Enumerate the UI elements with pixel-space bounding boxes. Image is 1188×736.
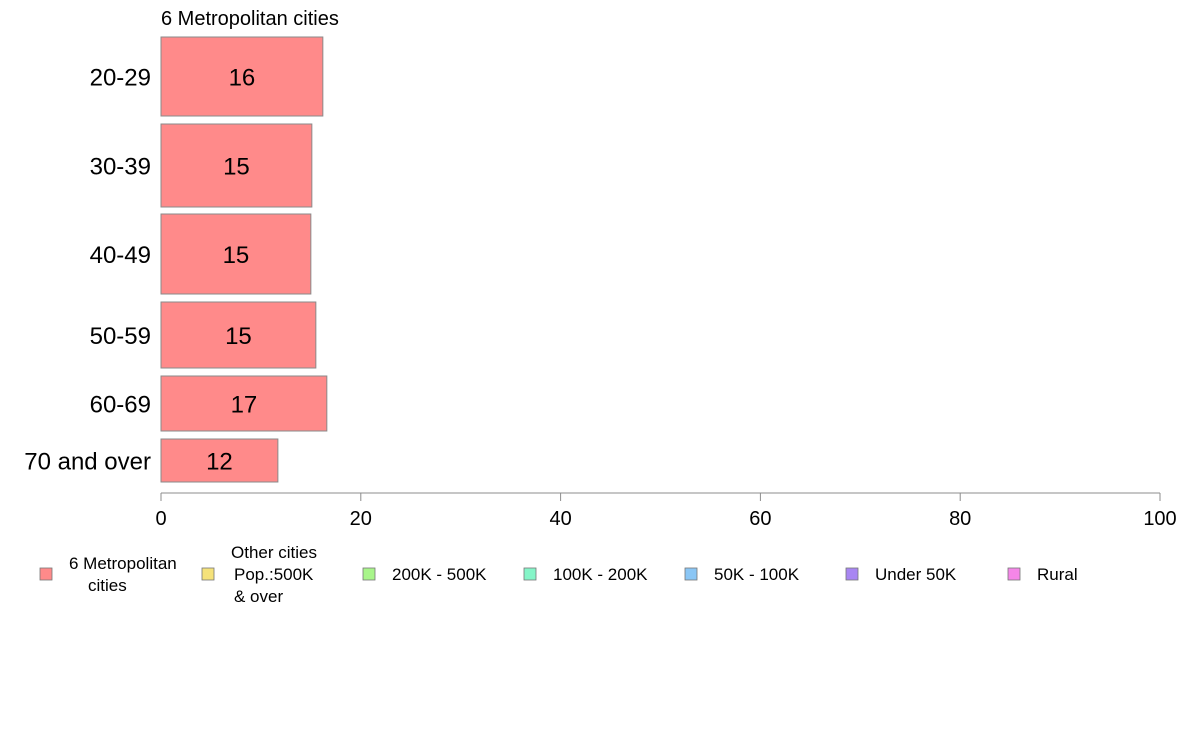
legend-swatch	[845, 567, 859, 581]
legend-label: 50K - 100K	[714, 565, 800, 584]
bar-value-label: 12	[206, 449, 233, 476]
x-tick-label: 100	[1143, 508, 1176, 530]
bar	[160, 438, 279, 483]
legend-swatch	[362, 567, 376, 581]
category-label: 70 and over	[24, 449, 151, 476]
x-tick-label: 20	[350, 508, 372, 530]
legend: 6 Metropolitan cities Other cities Pop.:500…	[39, 543, 1078, 606]
x-tick-label: 60	[749, 508, 771, 530]
category-label: 60-69	[90, 392, 151, 419]
category-label: 40-49	[90, 242, 151, 269]
legend-swatch	[39, 567, 53, 581]
category-label: 30-39	[90, 154, 151, 181]
bar	[160, 301, 317, 369]
bar-value-label: 17	[231, 392, 258, 419]
chart-title: 6 Metropolitan cities	[161, 8, 339, 30]
bars-group: 16 20-29 15 30-39 15 40-49 15 50-59 17 60-69 12 70 …	[24, 36, 328, 483]
legend-swatch	[201, 567, 215, 581]
bar	[160, 123, 313, 208]
x-tick-label: 80	[949, 508, 971, 530]
legend-label: Under 50K	[875, 565, 957, 584]
legend-swatch	[684, 567, 698, 581]
bar-value-label: 15	[223, 154, 250, 181]
bar-value-label: 15	[225, 323, 252, 350]
bar	[160, 36, 324, 117]
bar-value-label: 16	[229, 65, 256, 92]
legend-label: 6 Metropolitan cities	[69, 554, 177, 595]
x-tick-label: 0	[155, 508, 166, 530]
category-label: 20-29	[90, 65, 151, 92]
category-label: 50-59	[90, 323, 151, 350]
x-tick-label: 40	[549, 508, 571, 530]
legend-label: 200K - 500K	[392, 565, 487, 584]
legend-label: Other cities Pop.:500K & over	[231, 543, 317, 606]
legend-label: Rural	[1037, 565, 1078, 584]
legend-label: 100K - 200K	[553, 565, 648, 584]
bar-value-label: 15	[223, 242, 250, 269]
bar	[160, 375, 328, 432]
x-axis: 0 20 40 60 80 100	[155, 492, 1177, 530]
legend-swatch	[1007, 567, 1021, 581]
legend-swatch	[523, 567, 537, 581]
bar	[160, 213, 312, 295]
